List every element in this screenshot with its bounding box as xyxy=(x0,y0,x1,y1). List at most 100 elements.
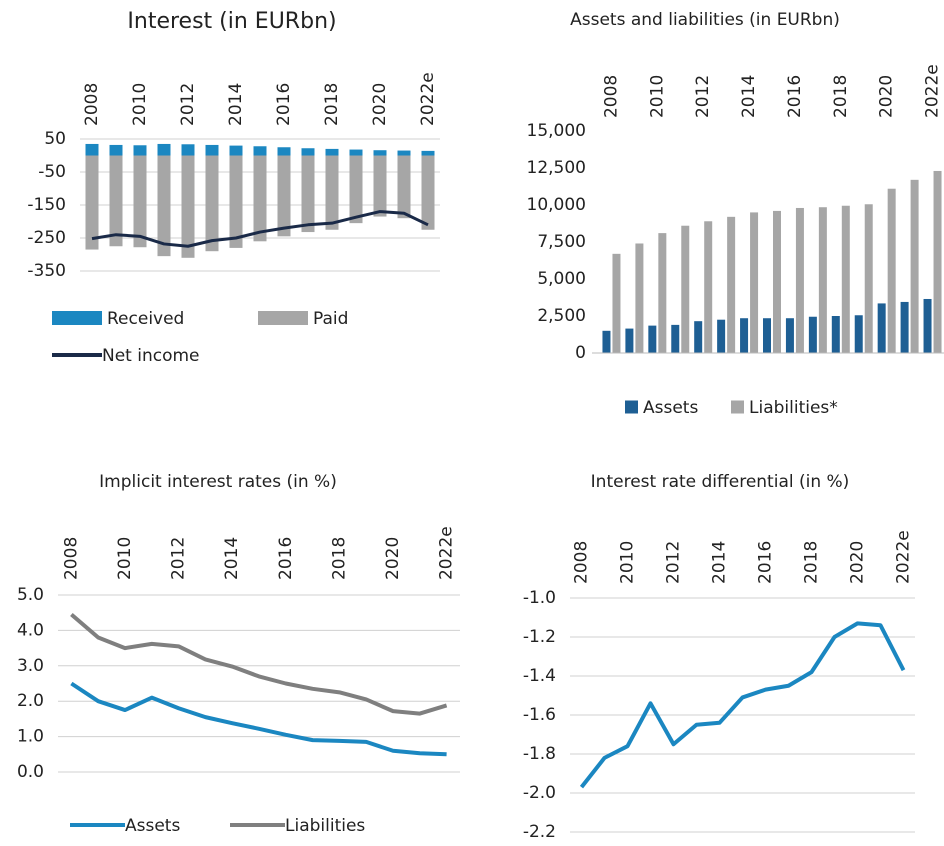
y-tick-label: -150 xyxy=(27,195,66,215)
bar xyxy=(349,155,363,224)
x-tick-label: 2012 xyxy=(169,537,189,580)
bar xyxy=(109,144,123,156)
bar xyxy=(109,155,123,247)
x-tick-label: 2014 xyxy=(226,83,246,126)
bar xyxy=(900,301,909,353)
y-tick-label: 10,000 xyxy=(527,195,586,215)
legend-swatch xyxy=(52,311,102,325)
y-tick-label: 5,000 xyxy=(537,269,586,289)
line-series xyxy=(91,210,429,248)
bar xyxy=(933,170,942,353)
y-tick-label: 15,000 xyxy=(527,121,586,141)
bar xyxy=(229,145,243,156)
bar xyxy=(671,324,680,353)
bar xyxy=(635,243,644,353)
bar xyxy=(205,144,219,156)
y-tick-label: 2,500 xyxy=(537,306,586,326)
bar xyxy=(785,318,794,353)
bar xyxy=(373,150,387,156)
line-series xyxy=(70,681,447,757)
bar xyxy=(841,205,850,353)
bar xyxy=(602,330,611,353)
y-tick-label: 5.0 xyxy=(17,585,44,605)
y-tick-label: 3.0 xyxy=(17,656,44,676)
line-series xyxy=(579,621,906,789)
y-tick-label: -1.2 xyxy=(523,627,556,647)
y-tick-label: -350 xyxy=(27,261,66,281)
bar xyxy=(704,221,713,353)
x-tick-label: 2016 xyxy=(274,83,294,126)
y-tick-label: -250 xyxy=(27,228,66,248)
bar xyxy=(421,150,435,156)
bar xyxy=(910,179,919,353)
y-tick-label: -2.0 xyxy=(523,783,556,803)
y-tick-label: -1.6 xyxy=(523,705,556,725)
x-tick-label: 2018 xyxy=(831,75,851,118)
bar xyxy=(808,316,817,353)
bar xyxy=(658,233,667,353)
bar xyxy=(373,155,387,217)
y-tick-label: 0 xyxy=(575,343,586,363)
x-tick-label: 2016 xyxy=(756,541,776,584)
bar xyxy=(421,155,435,230)
bar xyxy=(181,155,195,258)
bar xyxy=(648,325,657,353)
chart-title: Implicit interest rates (in %) xyxy=(99,472,337,492)
x-tick-label: 2012 xyxy=(664,541,684,584)
bar xyxy=(612,253,621,353)
x-tick-label: 2010 xyxy=(130,83,150,126)
x-tick-label: 2020 xyxy=(848,541,868,584)
bar xyxy=(831,316,840,353)
y-tick-label: -1.8 xyxy=(523,744,556,764)
x-tick-label: 2018 xyxy=(802,541,822,584)
bar xyxy=(157,143,171,156)
bar xyxy=(301,148,315,156)
chart-title: Assets and liabilities (in EURbn) xyxy=(570,10,840,30)
bar xyxy=(397,150,411,156)
legend-label: Liabilities* xyxy=(749,398,838,418)
x-tick-label: 2012 xyxy=(693,75,713,118)
x-tick-label: 2020 xyxy=(877,75,897,118)
x-tick-label: 2022e xyxy=(923,64,943,118)
y-tick-label: -1.4 xyxy=(523,666,556,686)
bar xyxy=(253,146,267,156)
x-tick-label: 2014 xyxy=(739,75,759,118)
y-tick-label: 1.0 xyxy=(17,727,44,747)
legend-label: Paid xyxy=(313,309,348,329)
x-tick-label: 2018 xyxy=(329,537,349,580)
bar xyxy=(229,155,243,248)
x-tick-label: 2020 xyxy=(383,537,403,580)
x-tick-label: 2008 xyxy=(61,537,81,580)
x-tick-label: 2008 xyxy=(82,83,102,126)
bar xyxy=(625,328,634,353)
y-tick-label: 12,500 xyxy=(527,158,586,178)
bar xyxy=(205,155,219,252)
y-tick-label: 7,500 xyxy=(537,232,586,252)
bar xyxy=(887,188,896,353)
bar xyxy=(133,155,147,248)
y-tick-label: 50 xyxy=(44,129,66,149)
bar xyxy=(85,143,99,156)
x-tick-label: 2010 xyxy=(647,75,667,118)
x-tick-label: 2010 xyxy=(115,537,135,580)
x-tick-label: 2016 xyxy=(785,75,805,118)
y-tick-label: 4.0 xyxy=(17,620,44,640)
x-tick-label: 2008 xyxy=(601,75,621,118)
bar xyxy=(253,155,267,242)
bar xyxy=(133,145,147,156)
legend-label: Assets xyxy=(125,816,180,836)
legend-label: Assets xyxy=(643,398,698,418)
bar xyxy=(923,298,932,353)
x-tick-label: 2008 xyxy=(572,541,592,584)
x-tick-label: 2012 xyxy=(178,83,198,126)
chart-title: Interest (in EURbn) xyxy=(127,9,336,34)
bar xyxy=(818,207,827,353)
bar xyxy=(740,318,749,353)
x-tick-label: 2018 xyxy=(322,83,342,126)
bar xyxy=(325,148,339,156)
bar xyxy=(795,207,804,353)
bar xyxy=(694,321,703,353)
legend-swatch xyxy=(625,400,638,414)
bar xyxy=(325,155,339,230)
bar xyxy=(727,216,736,353)
